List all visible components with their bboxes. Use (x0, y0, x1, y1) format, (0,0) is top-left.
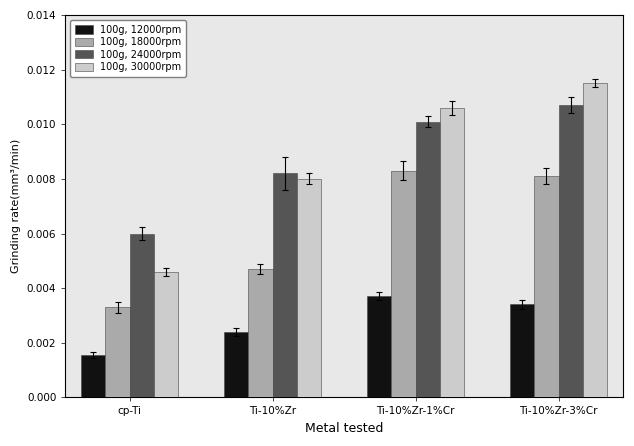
Bar (81, 355, 105, 397)
Bar (583, 83, 607, 397)
Bar (105, 307, 130, 397)
Bar (559, 105, 583, 397)
Bar (367, 296, 391, 397)
Bar (224, 332, 249, 397)
Bar (534, 176, 559, 397)
Legend: 100g, 12000rpm, 100g, 18000rpm, 100g, 24000rpm, 100g, 30000rpm: 100g, 12000rpm, 100g, 18000rpm, 100g, 24… (70, 20, 186, 77)
Bar (273, 173, 297, 397)
Bar (130, 234, 154, 397)
Y-axis label: Grinding rate(mm³/min): Grinding rate(mm³/min) (11, 139, 21, 273)
Bar (297, 179, 321, 397)
Bar (440, 108, 464, 397)
X-axis label: Metal tested: Metal tested (305, 422, 384, 435)
Bar (154, 272, 178, 397)
Bar (249, 269, 273, 397)
Bar (416, 122, 440, 397)
Bar (391, 171, 416, 397)
Bar (510, 305, 534, 397)
